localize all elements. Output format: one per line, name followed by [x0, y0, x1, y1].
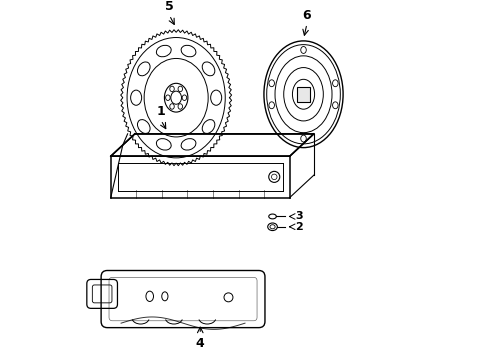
Ellipse shape: [333, 102, 338, 109]
Ellipse shape: [301, 135, 306, 142]
Ellipse shape: [268, 223, 277, 230]
Ellipse shape: [269, 102, 274, 109]
Circle shape: [224, 293, 233, 302]
Text: 3: 3: [295, 211, 302, 221]
Circle shape: [269, 171, 280, 183]
Ellipse shape: [269, 214, 276, 219]
Ellipse shape: [333, 80, 338, 87]
FancyBboxPatch shape: [297, 87, 310, 102]
Text: 4: 4: [196, 337, 205, 350]
Ellipse shape: [269, 80, 274, 87]
Ellipse shape: [301, 46, 306, 53]
Text: 6: 6: [303, 9, 311, 22]
Text: 5: 5: [165, 0, 173, 13]
Text: 1: 1: [156, 105, 165, 118]
Text: 2: 2: [295, 222, 303, 232]
